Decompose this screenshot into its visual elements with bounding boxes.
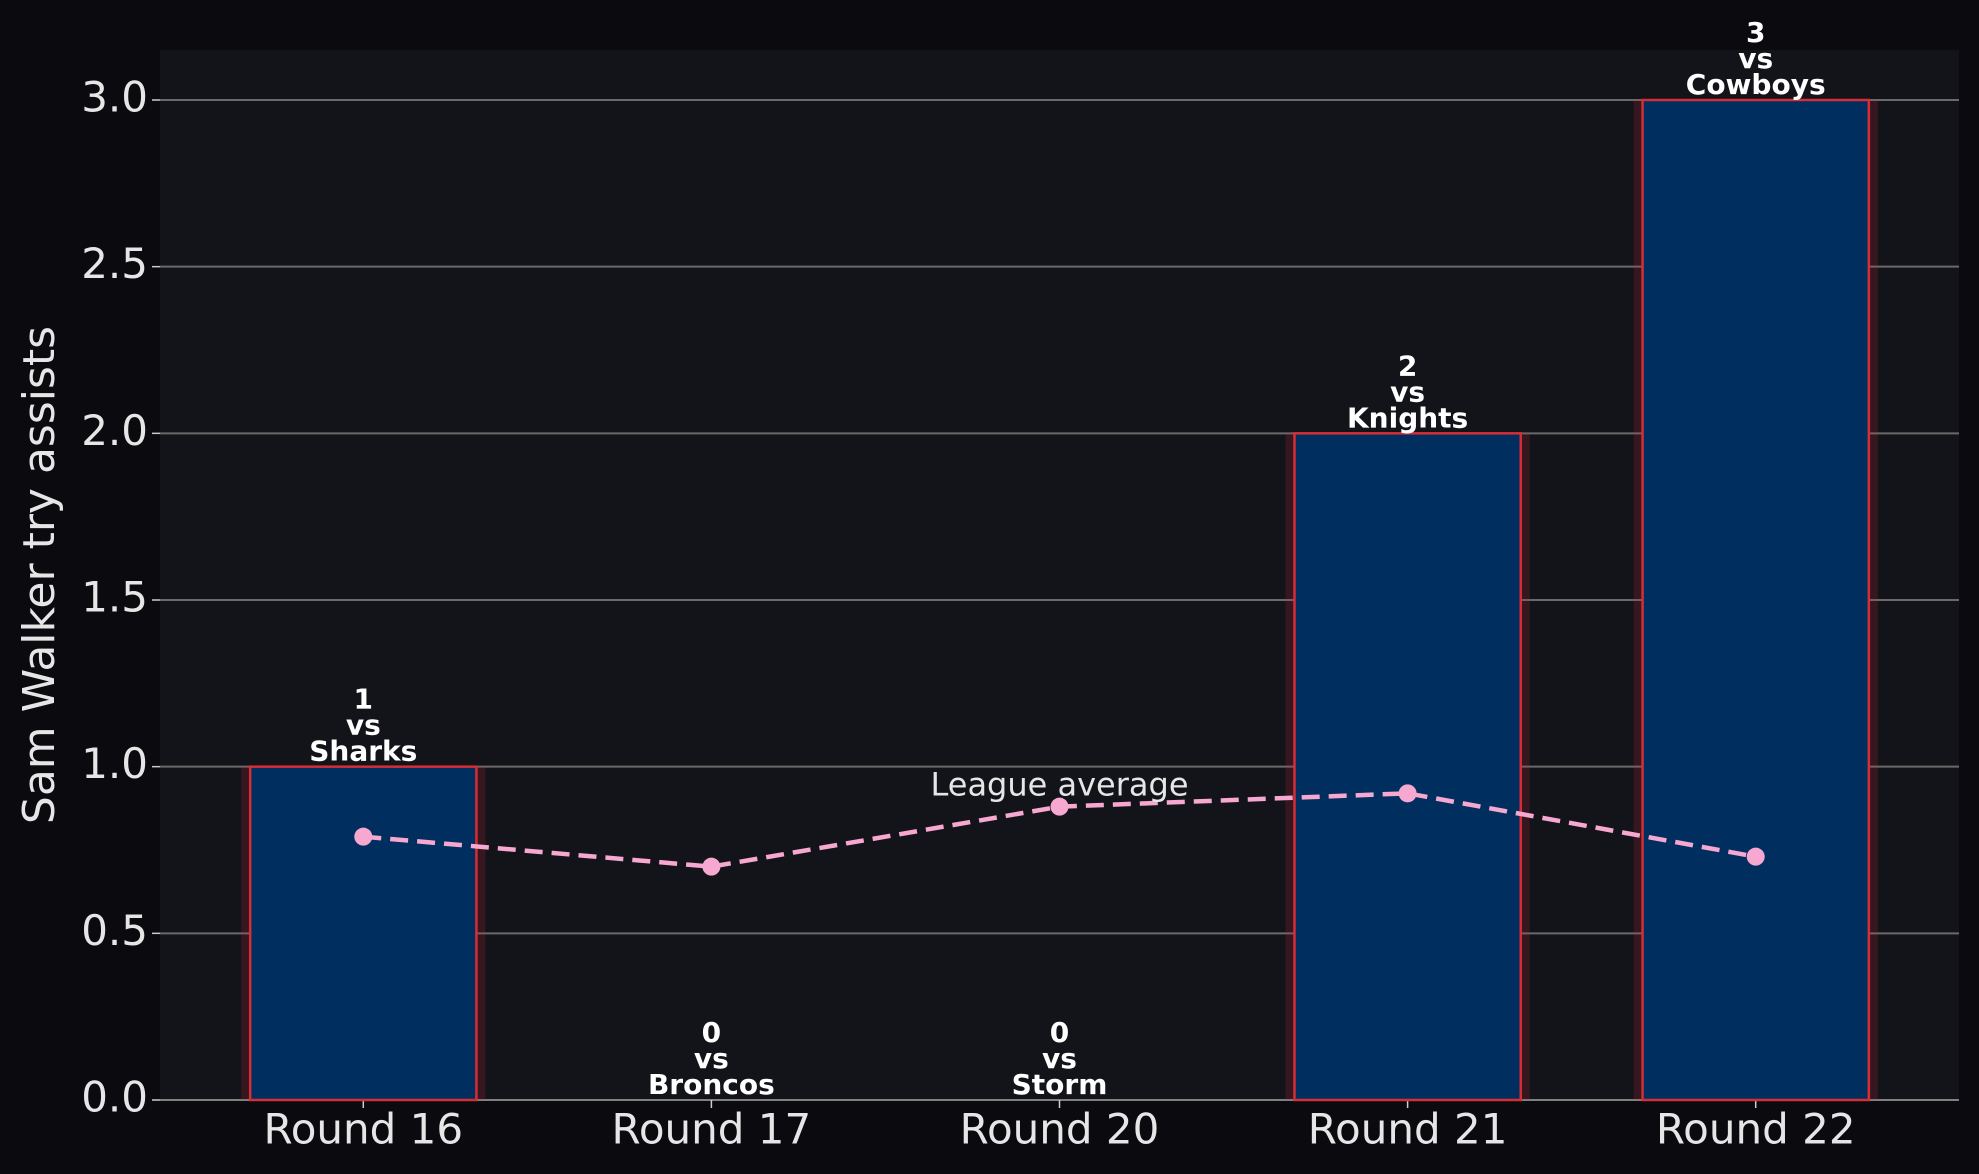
y-tick-label: 0.5 [81,906,148,955]
data-label-opponent: Sharks [309,735,417,768]
x-tick-label: Round 16 [263,1105,463,1154]
league-average-point [354,827,373,846]
data-label: 1 [354,683,373,716]
x-tick-label: Round 21 [1308,1105,1508,1154]
data-label-opponent: Broncos [648,1068,775,1101]
y-tick-label: 0.0 [81,1073,148,1122]
data-label-vs: vs [694,1042,729,1075]
data-label-vs: vs [1390,375,1425,408]
x-tick-label: Round 17 [612,1105,812,1154]
y-tick-label: 3.0 [81,73,148,122]
data-label-opponent: Knights [1347,401,1468,434]
y-tick-label: 1.0 [81,739,148,788]
league-average-point [702,857,721,876]
x-tick-label: Round 22 [1656,1105,1856,1154]
data-label-opponent: Storm [1012,1068,1108,1101]
league-average-label: League average [930,766,1188,804]
league-average-point [1050,797,1069,816]
bar [1641,98,1871,1102]
data-label: 0 [702,1016,721,1049]
data-label-vs: vs [1738,42,1773,75]
data-label-vs: vs [1042,1042,1077,1075]
data-label: 3 [1746,16,1765,49]
bar [248,765,478,1102]
data-label-opponent: Cowboys [1686,68,1826,101]
x-tick-label: Round 20 [960,1105,1160,1154]
y-tick-label: 1.5 [81,573,148,622]
data-label-vs: vs [346,709,381,742]
league-average-point [1746,847,1765,866]
y-tick-label: 2.0 [81,406,148,455]
league-average-point [1398,784,1417,803]
data-label: 2 [1398,349,1417,382]
data-label: 0 [1050,1016,1069,1049]
bar [1293,432,1522,1102]
y-tick-label: 2.5 [81,239,148,288]
y-axis-label: Sam Walker try assists [14,326,65,824]
